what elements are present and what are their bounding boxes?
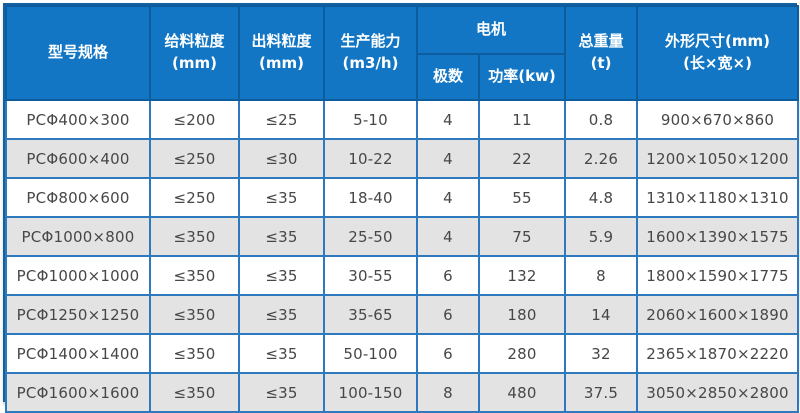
header-model: 型号规格 bbox=[5, 5, 151, 101]
crusher-spec-table: 型号规格 给料粒度 (mm) 出料粒度 (mm) 生产能力 (m3/h) 电机 … bbox=[5, 5, 800, 413]
cell-feed-size: ≤350 bbox=[149, 333, 240, 374]
cell-dimensions: 3050×2850×2800 bbox=[636, 372, 800, 413]
cell-model: PCΦ800×600 bbox=[5, 177, 151, 218]
table-border-frame: 型号规格 给料粒度 (mm) 出料粒度 (mm) 生产能力 (m3/h) 电机 … bbox=[3, 3, 800, 413]
cell-feed-size: ≤350 bbox=[149, 255, 240, 296]
cell-motor-power: 180 bbox=[477, 294, 567, 335]
cell-output-size: ≤35 bbox=[238, 216, 325, 257]
cell-output-size: ≤35 bbox=[238, 372, 325, 413]
cell-capacity: 100-150 bbox=[323, 372, 418, 413]
cell-capacity: 35-65 bbox=[323, 294, 418, 335]
cell-dimensions: 1600×1390×1575 bbox=[636, 216, 800, 257]
cell-model: PCΦ400×300 bbox=[5, 99, 151, 140]
cell-motor-power: 280 bbox=[477, 333, 567, 374]
header-row-2: 极数 功率(kw) bbox=[6, 53, 798, 101]
cell-total-weight: 8 bbox=[564, 255, 639, 296]
header-feed-size: 给料粒度 (mm) bbox=[149, 5, 240, 101]
cell-motor-poles: 4 bbox=[416, 216, 480, 257]
header-row-1: 型号规格 给料粒度 (mm) 出料粒度 (mm) 生产能力 (m3/h) 电机 … bbox=[5, 5, 800, 101]
table-row: PCΦ1600×1600 ≤350 ≤35 100-150 8 480 37.5… bbox=[5, 372, 800, 413]
cell-output-size: ≤35 bbox=[238, 294, 325, 335]
cell-motor-poles: 4 bbox=[416, 177, 480, 218]
table-row: PCΦ1000×1000 ≤350 ≤35 30-55 6 132 8 1800… bbox=[5, 255, 800, 296]
cell-capacity: 25-50 bbox=[323, 216, 418, 257]
cell-output-size: ≤25 bbox=[238, 99, 325, 140]
table-row: PCΦ600×400 ≤250 ≤30 10-22 4 22 2.26 1200… bbox=[5, 138, 800, 179]
cell-total-weight: 32 bbox=[564, 333, 639, 374]
cell-capacity: 50-100 bbox=[323, 333, 418, 374]
cell-capacity: 18-40 bbox=[323, 177, 418, 218]
cell-motor-power: 11 bbox=[477, 99, 567, 140]
cell-motor-poles: 6 bbox=[416, 294, 480, 335]
cell-motor-power: 132 bbox=[477, 255, 567, 296]
cell-dimensions: 1800×1590×1775 bbox=[636, 255, 800, 296]
header-motor-power: 功率(kw) bbox=[477, 53, 567, 101]
cell-total-weight: 4.8 bbox=[564, 177, 639, 218]
cell-dimensions: 1310×1180×1310 bbox=[636, 177, 800, 218]
cell-motor-poles: 4 bbox=[416, 99, 480, 140]
cell-model: PCΦ600×400 bbox=[5, 138, 151, 179]
cell-model: PCΦ1000×1000 bbox=[5, 255, 151, 296]
cell-feed-size: ≤250 bbox=[149, 138, 240, 179]
cell-capacity: 30-55 bbox=[323, 255, 418, 296]
table-row: PCΦ1400×1400 ≤350 ≤35 50-100 6 280 32 23… bbox=[5, 333, 800, 374]
table-body: PCΦ400×300 ≤200 ≤25 5-10 4 11 0.8 900×67… bbox=[5, 99, 800, 413]
cell-dimensions: 2365×1870×2220 bbox=[636, 333, 800, 374]
cell-motor-poles: 6 bbox=[416, 255, 480, 296]
header-capacity: 生产能力 (m3/h) bbox=[323, 5, 418, 101]
cell-capacity: 10-22 bbox=[323, 138, 418, 179]
cell-output-size: ≤35 bbox=[238, 255, 325, 296]
cell-motor-poles: 6 bbox=[416, 333, 480, 374]
header-output-size: 出料粒度 (mm) bbox=[238, 5, 325, 101]
header-motor-poles: 极数 bbox=[416, 53, 480, 101]
table-header: 型号规格 给料粒度 (mm) 出料粒度 (mm) 生产能力 (m3/h) 电机 … bbox=[5, 5, 800, 101]
cell-motor-power: 75 bbox=[477, 216, 567, 257]
cell-model: PCΦ1000×800 bbox=[5, 216, 151, 257]
table-row: PCΦ1000×800 ≤350 ≤35 25-50 4 75 5.9 1600… bbox=[5, 216, 800, 257]
header-motor-group: 电机 bbox=[415, 5, 567, 55]
cell-feed-size: ≤350 bbox=[149, 294, 240, 335]
cell-feed-size: ≤350 bbox=[149, 372, 240, 413]
cell-model: PCΦ1250×1250 bbox=[5, 294, 151, 335]
cell-output-size: ≤30 bbox=[238, 138, 325, 179]
cell-total-weight: 5.9 bbox=[564, 216, 639, 257]
cell-motor-power: 22 bbox=[477, 138, 567, 179]
header-total-weight: 总重量 (t) bbox=[564, 5, 639, 101]
cell-output-size: ≤35 bbox=[238, 333, 325, 374]
header-dimensions: 外形尺寸(mm) (长×宽×) bbox=[636, 5, 800, 101]
table-row: PCΦ800×600 ≤250 ≤35 18-40 4 55 4.8 1310×… bbox=[5, 177, 800, 218]
cell-model: PCΦ1600×1600 bbox=[5, 372, 151, 413]
cell-capacity: 5-10 bbox=[323, 99, 418, 140]
cell-total-weight: 37.5 bbox=[564, 372, 639, 413]
cell-output-size: ≤35 bbox=[238, 177, 325, 218]
cell-motor-poles: 8 bbox=[416, 372, 480, 413]
cell-total-weight: 2.26 bbox=[564, 138, 639, 179]
cell-feed-size: ≤350 bbox=[149, 216, 240, 257]
cell-feed-size: ≤250 bbox=[149, 177, 240, 218]
table-row: PCΦ1250×1250 ≤350 ≤35 35-65 6 180 14 206… bbox=[5, 294, 800, 335]
cell-total-weight: 0.8 bbox=[564, 99, 639, 140]
cell-total-weight: 14 bbox=[564, 294, 639, 335]
cell-dimensions: 2060×1600×1890 bbox=[636, 294, 800, 335]
cell-motor-power: 480 bbox=[477, 372, 567, 413]
cell-dimensions: 1200×1050×1200 bbox=[636, 138, 800, 179]
cell-motor-power: 55 bbox=[477, 177, 567, 218]
cell-feed-size: ≤200 bbox=[149, 99, 240, 140]
cell-model: PCΦ1400×1400 bbox=[5, 333, 151, 374]
cell-motor-poles: 4 bbox=[416, 138, 480, 179]
table-row: PCΦ400×300 ≤200 ≤25 5-10 4 11 0.8 900×67… bbox=[5, 99, 800, 140]
cell-dimensions: 900×670×860 bbox=[636, 99, 800, 140]
